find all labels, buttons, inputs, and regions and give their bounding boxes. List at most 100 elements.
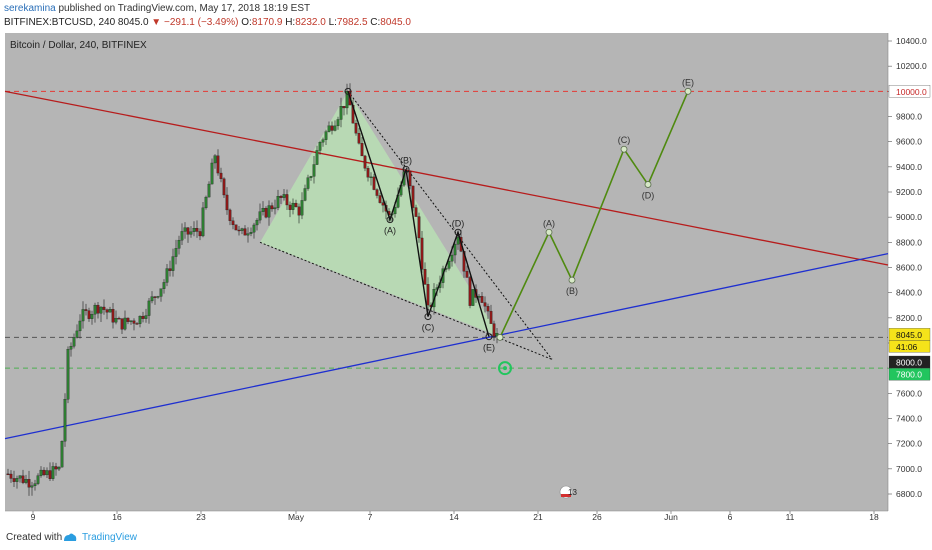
candle — [138, 315, 142, 328]
candle — [249, 227, 253, 237]
candle — [309, 175, 313, 181]
y-tick-label: 8200.0 — [896, 313, 922, 323]
x-tick-label: 16 — [112, 512, 122, 522]
projected-wave-point[interactable] — [644, 181, 652, 188]
candle — [342, 106, 346, 116]
candle — [30, 481, 34, 496]
completed-wave-label: (C) — [422, 323, 435, 333]
author-link[interactable]: serekamina — [4, 3, 56, 14]
flag-stripe — [561, 494, 571, 497]
candle — [333, 120, 337, 132]
candle — [90, 310, 94, 325]
price-tag-countdown-bg — [888, 340, 931, 353]
x-tick-label: 11 — [786, 512, 795, 522]
candle — [60, 440, 64, 468]
candle — [129, 320, 133, 325]
candle — [6, 468, 10, 476]
candle — [57, 465, 61, 472]
completed-wave-point[interactable] — [485, 333, 493, 341]
candle — [66, 346, 70, 404]
candle — [321, 137, 325, 147]
candle-body — [378, 195, 382, 203]
candle — [54, 462, 58, 476]
completed-wave-point[interactable] — [386, 216, 394, 224]
candle-body — [279, 196, 283, 198]
candle — [207, 181, 211, 198]
candle — [264, 206, 268, 219]
red-descending-trendline[interactable] — [4, 90, 889, 266]
candle — [375, 188, 379, 199]
x-tick-label: 6 — [728, 512, 733, 522]
candle — [234, 224, 238, 231]
earnings-badge[interactable]: 13 — [559, 485, 577, 499]
candle-body — [102, 306, 106, 310]
candle-body — [375, 189, 379, 196]
candle — [18, 475, 22, 483]
candle — [291, 198, 295, 215]
projected-wave-point[interactable] — [496, 333, 504, 341]
projected-wave-line[interactable] — [499, 91, 689, 338]
candle-body — [126, 317, 130, 322]
y-tick-label: 10200.0 — [896, 61, 927, 71]
candle — [270, 202, 274, 212]
candle-body — [492, 323, 496, 337]
projected-wave-point[interactable] — [568, 276, 576, 284]
projected-wave-point[interactable] — [545, 228, 553, 236]
candle — [195, 220, 199, 238]
target-circle-icon[interactable] — [498, 361, 512, 376]
projected-wave-point[interactable] — [684, 87, 692, 95]
completed-wave-point[interactable] — [424, 313, 432, 321]
candle-body — [168, 268, 172, 271]
candle-body — [369, 176, 373, 179]
candle — [69, 342, 73, 357]
candle-body — [315, 150, 319, 165]
candle-body — [150, 296, 154, 302]
completed-wave-point[interactable] — [402, 165, 410, 173]
candle — [177, 235, 181, 255]
y-tick-label: 9400.0 — [896, 162, 922, 172]
price-tag-last: 8045.0 — [896, 330, 922, 340]
candle-body — [255, 219, 259, 226]
candle — [324, 129, 328, 145]
candle-body — [105, 309, 109, 313]
y-tick-label: 9600.0 — [896, 137, 922, 147]
completed-wave-label: (D) — [452, 218, 465, 228]
y-tick-label: 7200.0 — [896, 439, 922, 449]
candle-body — [225, 194, 229, 211]
time-axis[interactable] — [5, 511, 888, 522]
candle-body — [426, 284, 430, 306]
candle-body — [96, 304, 100, 314]
candle-body — [234, 224, 238, 231]
candle-body — [321, 139, 325, 143]
candle-body — [114, 317, 118, 323]
tradingview-logo-icon[interactable] — [62, 531, 78, 543]
candle-body — [267, 205, 271, 218]
candle — [63, 393, 67, 447]
candle-body — [219, 172, 223, 179]
projected-wave-label: (C) — [618, 135, 631, 145]
y-tick-label: 6800.0 — [896, 489, 922, 499]
candle — [159, 288, 163, 302]
candle-body — [324, 131, 328, 140]
candle — [183, 222, 187, 239]
completed-wave-line[interactable] — [347, 91, 490, 337]
projected-wave-label: (E) — [682, 77, 694, 87]
completed-wave-point[interactable] — [344, 87, 352, 95]
completed-wave-point[interactable] — [454, 228, 462, 236]
candle-body — [303, 188, 307, 201]
candle-body — [21, 475, 25, 483]
tradingview-brand-link[interactable]: TradingView — [82, 532, 138, 543]
candle — [483, 296, 487, 313]
price-chart[interactable]: Bitcoin / Dollar, 240, BITFINEX (A) (B) (C… — [0, 32, 932, 522]
candle — [228, 208, 232, 226]
blue-ascending-trendline[interactable] — [4, 253, 889, 440]
projected-wave-point[interactable] — [620, 145, 628, 153]
price-axis[interactable] — [888, 33, 932, 511]
candle — [42, 467, 46, 477]
candle-body — [93, 304, 97, 315]
candle-body — [342, 106, 346, 109]
candle-body — [291, 202, 295, 210]
candle-body — [72, 337, 76, 347]
candle — [117, 316, 121, 320]
candle-body — [258, 211, 262, 221]
